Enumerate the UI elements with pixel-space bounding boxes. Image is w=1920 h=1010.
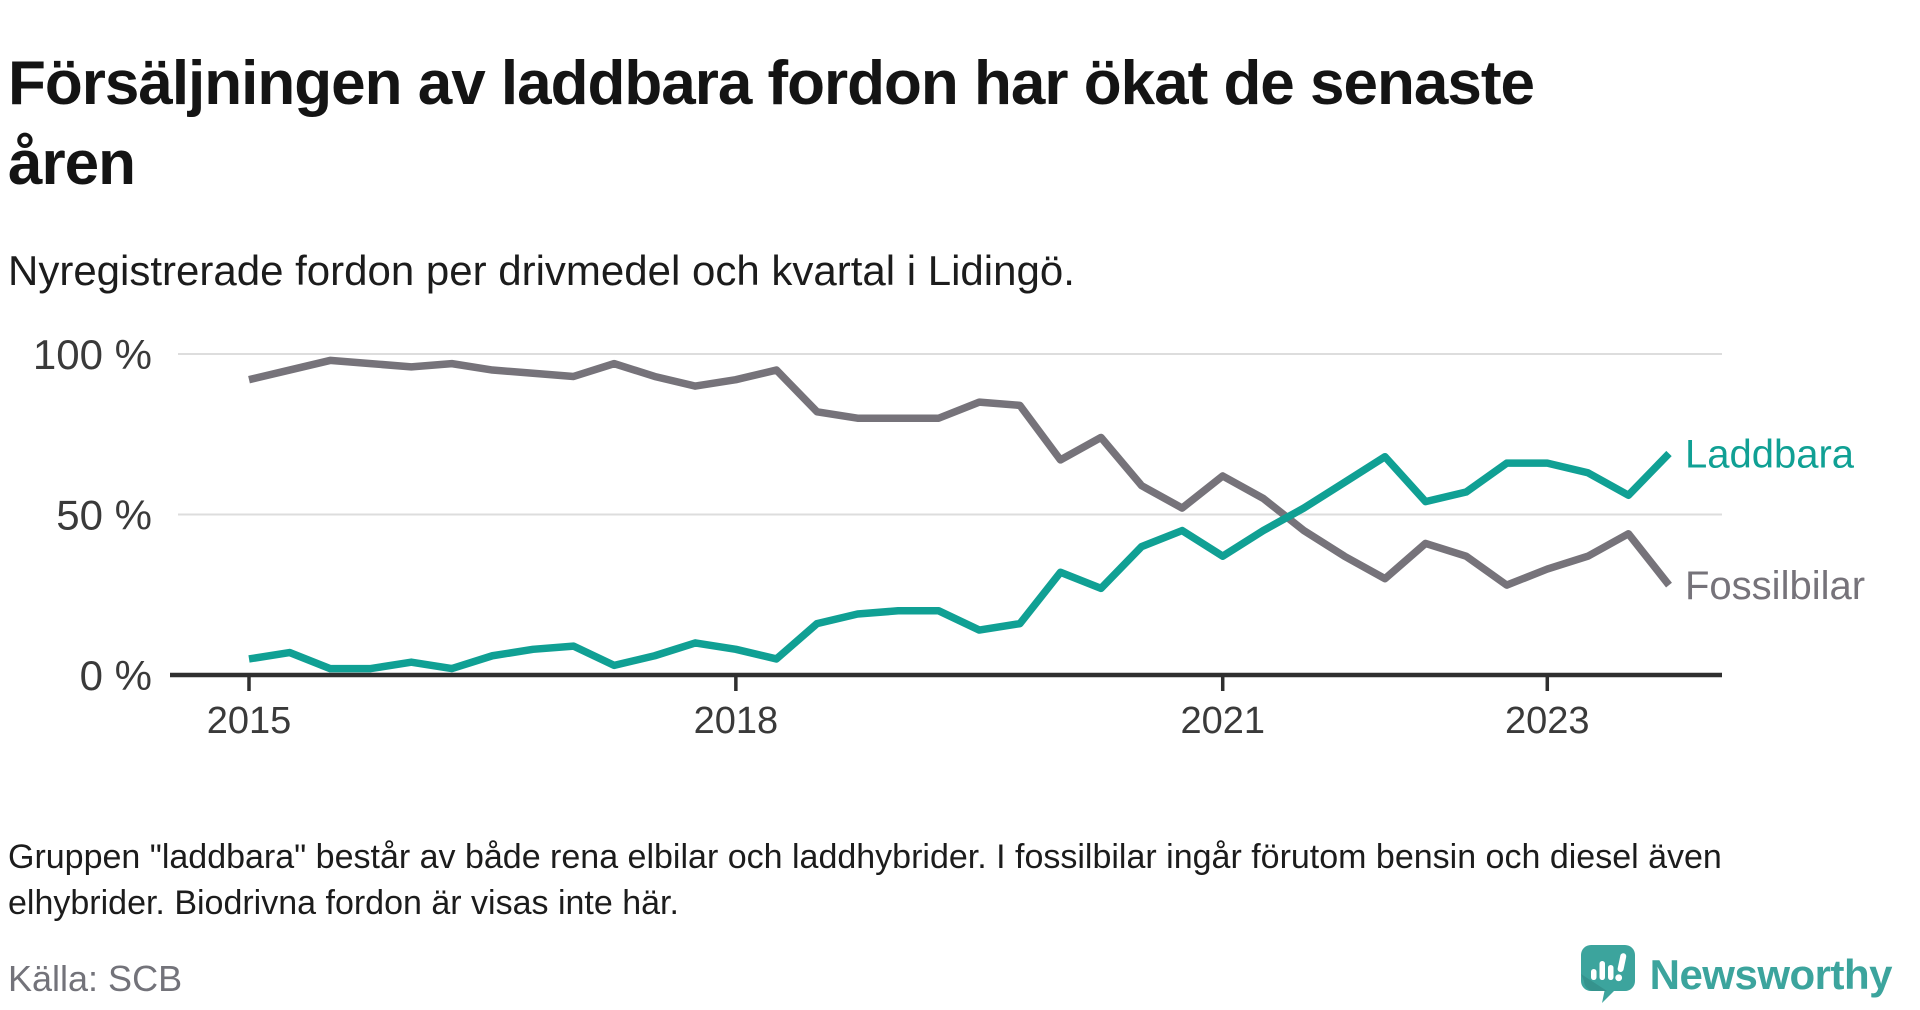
logo-bar-tall: [1599, 961, 1605, 980]
page-title-line1: Försäljningen av laddbara fordon har öka…: [8, 48, 1535, 118]
series-labels-group: Fossilbilar Laddbara: [1685, 433, 1865, 609]
x-tick-label-2015: 2015: [207, 700, 292, 742]
newsworthy-wordmark: Newsworthy: [1649, 951, 1893, 998]
logo-bubble-shade: [1580, 974, 1607, 991]
series-line-laddbara: [248, 450, 1672, 673]
gridlines-group: 100 % 50 % 0 %: [33, 331, 1722, 699]
series-group: [248, 356, 1672, 673]
newsworthy-logo[interactable]: Newsworthy: [1580, 944, 1893, 1006]
page-title-line2: åren: [8, 128, 136, 198]
chart-footnote-line1: Gruppen "laddbara" består av både rena e…: [8, 838, 1722, 876]
line-chart: 100 % 50 % 0 % 2015 2018 2021 2023 Fossilbila…: [33, 331, 1865, 742]
logo-exclamation: [1614, 953, 1626, 982]
page-title: Försäljningen av laddbara fordon har öka…: [8, 44, 1858, 204]
y-tick-label-100: 100 %: [33, 331, 152, 378]
logo-bar-medium: [1607, 965, 1614, 980]
series-line-fossilbilar: [248, 356, 1672, 589]
x-tick-label-2023: 2023: [1505, 700, 1590, 742]
chart-footnote: Gruppen "laddbara" består av både rena e…: [8, 834, 1868, 926]
x-tick-label-2018: 2018: [694, 700, 779, 742]
logo-bar-small: [1590, 969, 1597, 980]
speech-bubble-bar-chart-exclamation-icon: [1580, 945, 1635, 1003]
series-label-fossilbilar: Fossilbilar: [1685, 564, 1865, 608]
chart-subtitle: Nyregistrerade fordon per drivmedel och …: [8, 247, 1075, 294]
axis-group: 2015 2018 2021 2023: [170, 672, 1722, 742]
y-tick-label-0: 0 %: [80, 652, 152, 699]
chart-footnote-line2: elhybrider. Biodrivna fordon är visas in…: [8, 884, 679, 922]
series-label-laddbara: Laddbara: [1685, 433, 1855, 477]
y-tick-label-50: 50 %: [56, 492, 152, 539]
source-label: Källa: SCB: [8, 958, 183, 999]
x-tick-label-2021: 2021: [1180, 700, 1265, 742]
